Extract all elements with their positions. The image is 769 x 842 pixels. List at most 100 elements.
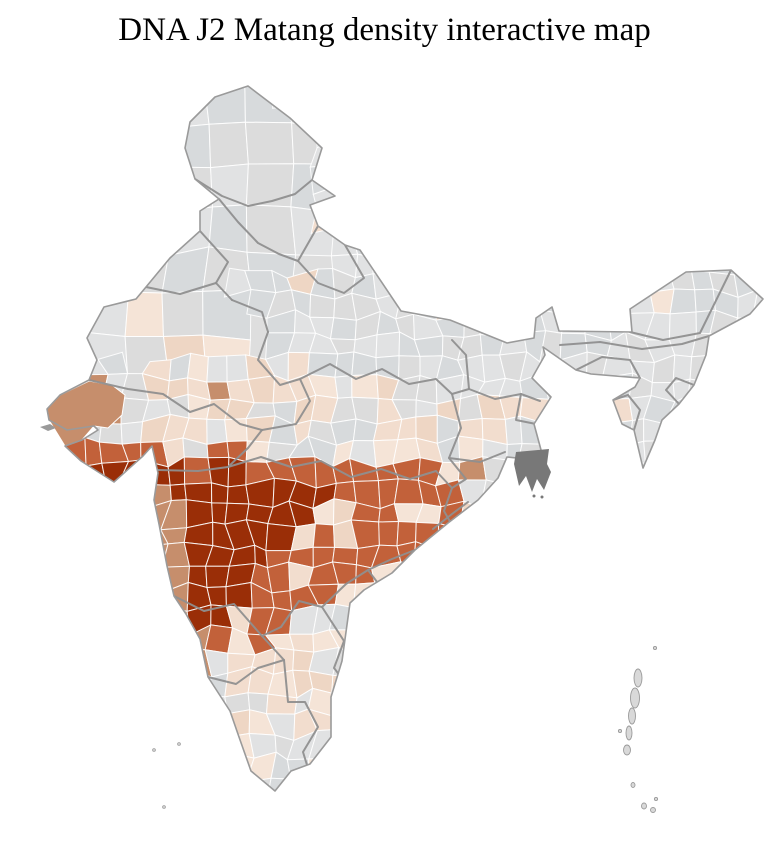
district-cell[interactable] [351, 206, 376, 237]
district-cell[interactable] [55, 646, 81, 674]
district-cell[interactable] [121, 836, 147, 842]
district-cell[interactable] [140, 801, 163, 822]
district-cell[interactable] [354, 772, 372, 793]
district-cell[interactable] [392, 668, 420, 695]
district-cell[interactable] [668, 124, 697, 144]
district-cell[interactable] [607, 775, 632, 802]
district-cell[interactable] [370, 604, 397, 634]
district-cell[interactable] [327, 123, 357, 153]
district-cell[interactable] [503, 313, 525, 337]
district-cell[interactable] [313, 820, 337, 840]
district-cell[interactable] [455, 163, 481, 195]
district-cell[interactable] [726, 756, 760, 783]
district-cell[interactable] [434, 754, 465, 775]
district-cell[interactable] [435, 818, 459, 842]
district-cell[interactable] [434, 188, 463, 213]
district-cell[interactable] [518, 205, 546, 230]
district-cell[interactable] [652, 247, 670, 274]
district-cell[interactable] [414, 708, 439, 736]
district-cell[interactable] [391, 604, 417, 629]
district-cell[interactable] [540, 103, 566, 129]
district-cell[interactable] [120, 778, 146, 802]
district-cell[interactable] [560, 819, 586, 842]
district-cell[interactable] [567, 252, 592, 277]
district-cell[interactable] [710, 145, 738, 173]
district-cell[interactable] [247, 814, 274, 842]
district-cell[interactable] [523, 499, 550, 527]
district-cell[interactable] [35, 121, 86, 170]
district-cell[interactable] [588, 775, 610, 802]
district-cell[interactable] [208, 204, 248, 253]
island[interactable] [152, 748, 156, 752]
district-cell[interactable] [498, 778, 530, 798]
district-cell[interactable] [499, 563, 528, 593]
district-cell[interactable] [749, 543, 769, 568]
district-cell[interactable] [737, 435, 758, 459]
district-cell[interactable] [456, 814, 483, 842]
district-cell[interactable] [727, 624, 760, 648]
district-cell[interactable] [559, 145, 591, 173]
district-cell[interactable] [520, 162, 551, 190]
district-cell[interactable] [35, 777, 62, 800]
district-cell[interactable] [331, 687, 355, 718]
district-cell[interactable] [351, 793, 373, 819]
district-cell[interactable] [475, 728, 502, 761]
district-cell[interactable] [672, 778, 694, 797]
district-cell[interactable] [587, 229, 606, 256]
district-cell[interactable] [475, 757, 502, 780]
district-cell[interactable] [497, 632, 527, 652]
district-cell[interactable] [84, 80, 129, 133]
district-cell[interactable] [625, 751, 654, 783]
district-cell[interactable] [455, 772, 484, 801]
district-cell[interactable] [692, 753, 714, 780]
district-cell[interactable] [606, 183, 632, 210]
district-cell[interactable] [497, 481, 527, 509]
district-cell[interactable] [524, 630, 545, 657]
district-cell[interactable] [625, 481, 648, 509]
district-cell[interactable] [353, 711, 382, 732]
island[interactable] [650, 807, 656, 813]
district-cell[interactable] [601, 229, 631, 255]
district-cell[interactable] [182, 750, 206, 782]
district-cell[interactable] [625, 127, 648, 148]
district-cell[interactable] [391, 183, 419, 215]
district-cell[interactable] [526, 566, 549, 593]
island[interactable] [628, 707, 636, 725]
island[interactable] [652, 645, 658, 651]
district-cell[interactable] [521, 267, 551, 297]
district-cell[interactable] [416, 183, 439, 214]
district-cell[interactable] [749, 562, 769, 591]
district-cell[interactable] [36, 163, 82, 216]
district-cell[interactable] [182, 815, 211, 841]
district-cell[interactable] [123, 733, 147, 760]
district-cell[interactable] [121, 127, 172, 170]
district-cell[interactable] [55, 463, 87, 485]
district-cell[interactable] [78, 623, 108, 654]
district-cell[interactable] [689, 502, 716, 530]
district-cell[interactable] [312, 523, 336, 548]
district-cell[interactable] [124, 212, 170, 257]
district-cell[interactable] [646, 797, 673, 820]
district-cell[interactable] [373, 206, 403, 237]
district-cell[interactable] [496, 247, 524, 278]
district-cell[interactable] [207, 798, 230, 819]
district-cell[interactable] [671, 438, 697, 464]
district-cell[interactable] [119, 670, 150, 692]
district-cell[interactable] [750, 506, 769, 524]
district-cell[interactable] [164, 714, 183, 734]
district-cell[interactable] [580, 561, 612, 593]
district-cell[interactable] [560, 795, 589, 820]
district-cell[interactable] [144, 604, 163, 628]
district-cell[interactable] [650, 693, 670, 716]
district-cell[interactable] [433, 627, 463, 651]
district-cell[interactable] [226, 484, 250, 505]
district-cell[interactable] [357, 730, 382, 755]
district-cell[interactable] [754, 645, 769, 677]
district-cell[interactable] [664, 225, 695, 251]
district-cell[interactable] [497, 162, 524, 191]
district-cell[interactable] [752, 310, 769, 340]
district-cell[interactable] [79, 823, 105, 839]
district-cell[interactable] [730, 820, 756, 841]
island[interactable] [641, 802, 647, 810]
district-cell[interactable] [415, 211, 443, 232]
